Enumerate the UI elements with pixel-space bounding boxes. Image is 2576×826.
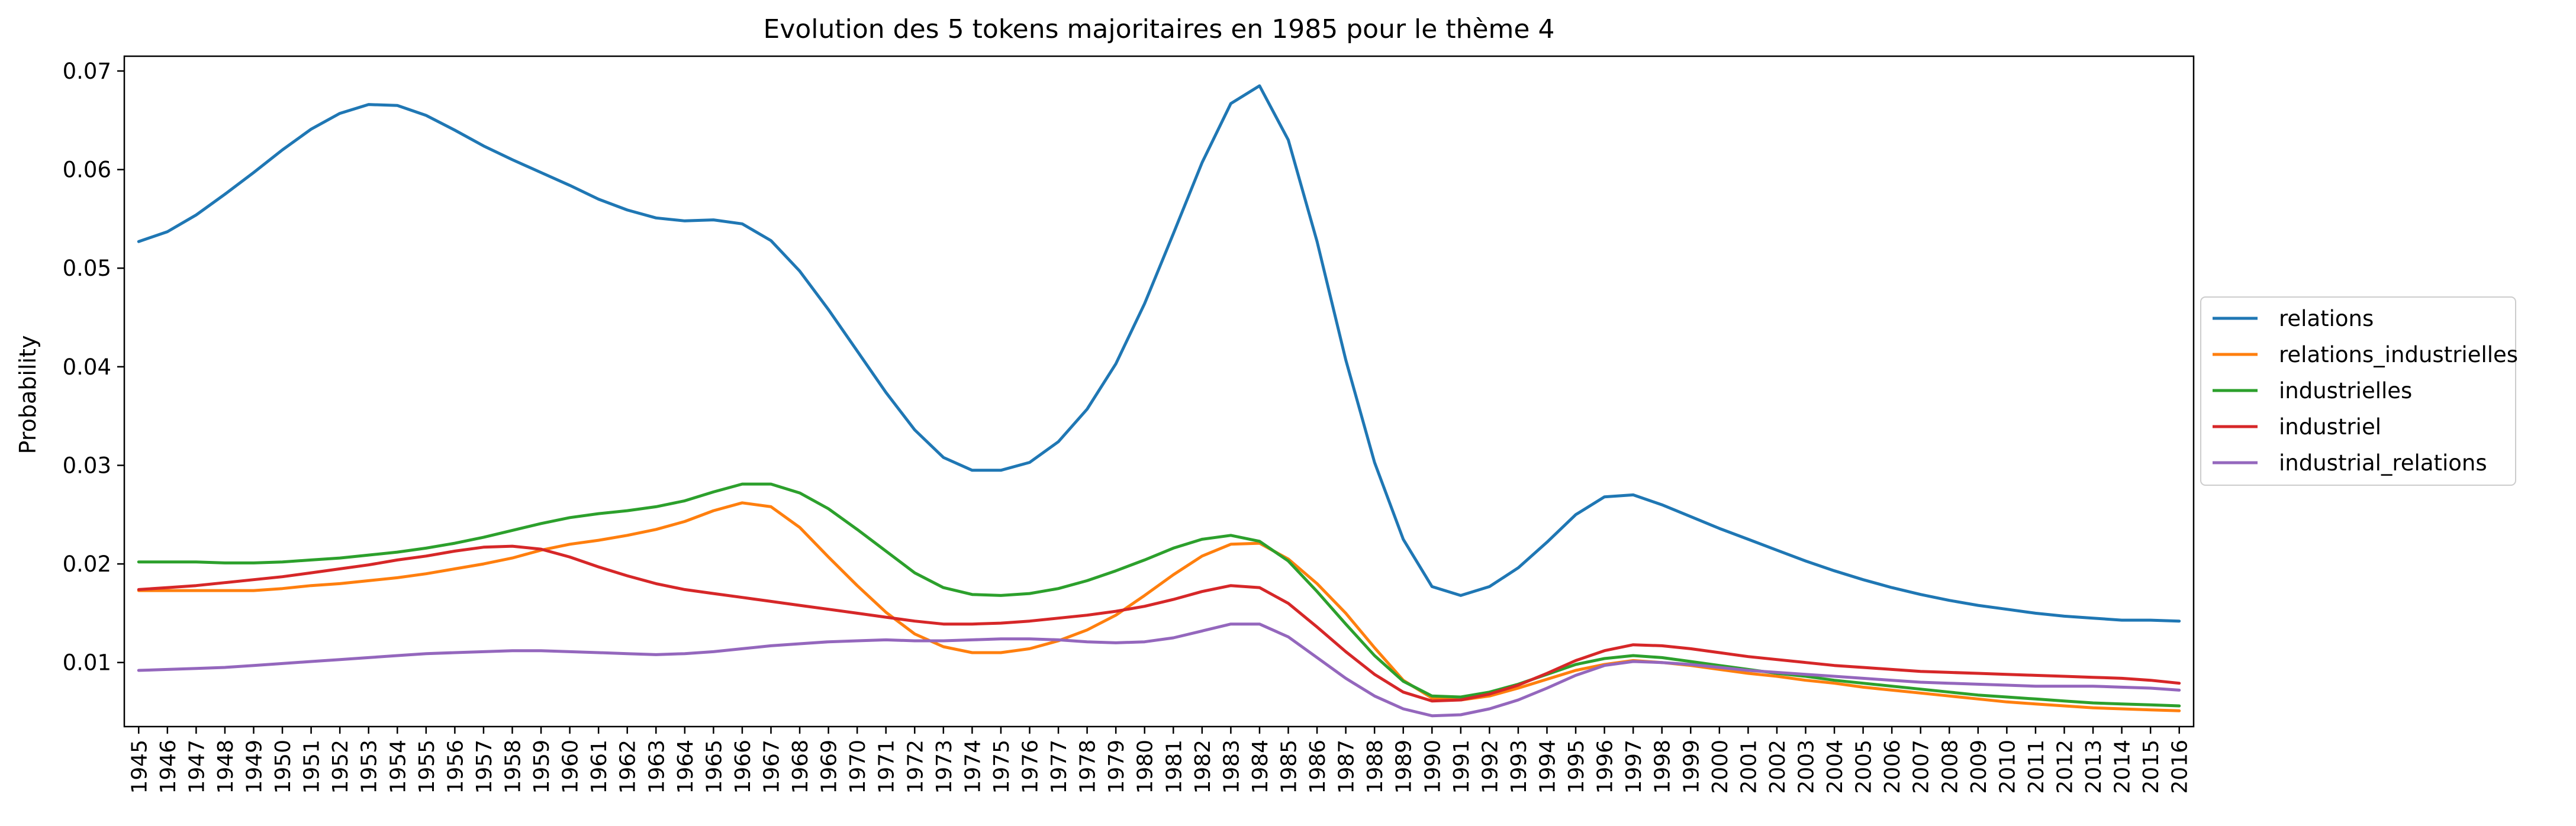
legend-label-industrielles: industrielles xyxy=(2279,378,2412,404)
x-tick-label: 2003 xyxy=(1795,740,1819,794)
x-tick-label: 2013 xyxy=(2082,740,2106,794)
x-tick-label: 1999 xyxy=(1679,740,1704,794)
x-tick-label: 1965 xyxy=(702,740,726,794)
x-tick-label: 1973 xyxy=(932,740,957,794)
legend-label-industrial_relations: industrial_relations xyxy=(2279,450,2487,476)
x-tick-label: 1978 xyxy=(1076,740,1100,794)
x-tick-label: 2016 xyxy=(2168,740,2192,794)
x-tick-label: 1984 xyxy=(1248,740,1273,794)
series-line-relations xyxy=(137,84,2181,623)
x-tick-label: 1996 xyxy=(1593,740,1618,794)
x-tick-label: 1993 xyxy=(1507,740,1531,794)
x-tick-label: 2005 xyxy=(1852,740,1876,794)
x-tick-label: 1964 xyxy=(674,740,698,794)
x-tick-label: 1953 xyxy=(358,740,382,794)
x-tick-label: 1997 xyxy=(1622,740,1646,794)
x-tick-label: 2009 xyxy=(1967,740,1991,794)
y-tick-label: 0.02 xyxy=(63,551,111,577)
x-tick-label: 1959 xyxy=(530,740,554,794)
x-tick-label: 1952 xyxy=(329,740,353,794)
x-tick-label: 1994 xyxy=(1536,740,1560,794)
x-tick-label: 2014 xyxy=(2111,740,2135,794)
x-tick-label: 1974 xyxy=(961,740,985,794)
x-tick-label: 1998 xyxy=(1651,740,1675,794)
x-tick-label: 1981 xyxy=(1162,740,1186,794)
x-tick-label: 1976 xyxy=(1019,740,1043,794)
x-tick-label: 1979 xyxy=(1105,740,1129,794)
x-tick-label: 1955 xyxy=(415,740,439,794)
x-tick-label: 1954 xyxy=(386,740,410,794)
chart-title: Evolution des 5 tokens majoritaires en 1… xyxy=(764,14,1555,44)
series-line-industriel xyxy=(137,544,2181,703)
x-tick-label: 1987 xyxy=(1335,740,1359,794)
x-tick-label: 1980 xyxy=(1134,740,1158,794)
x-tick-label: 2012 xyxy=(2053,740,2078,794)
y-tick-label: 0.07 xyxy=(63,59,111,84)
y-tick-label: 0.03 xyxy=(63,453,111,478)
x-tick-label: 1982 xyxy=(1191,740,1215,794)
legend-label-relations: relations xyxy=(2279,306,2374,331)
legend-label-relations_industrielles: relations_industrielles xyxy=(2279,342,2518,367)
x-tick-label: 1989 xyxy=(1392,740,1416,794)
plot-area: 0.01 0.02 0.03 0.04 0.05 0.06 0.07 1945 1946 1947… xyxy=(63,55,2195,794)
x-tick-label: 1946 xyxy=(156,740,181,794)
x-tick-label: 2006 xyxy=(1881,740,1905,794)
x-tick-label: 1949 xyxy=(243,740,267,794)
x-tick-label: 1977 xyxy=(1047,740,1071,794)
x-tick-label: 2015 xyxy=(2139,740,2163,794)
x-tick-label: 1951 xyxy=(300,740,324,794)
x-tick-label: 1995 xyxy=(1564,740,1589,794)
x-tick-label: 1969 xyxy=(817,740,842,794)
x-tick-label: 1970 xyxy=(846,740,870,794)
x-tick-label: 1956 xyxy=(443,740,468,794)
x-tick-label: 1971 xyxy=(875,740,899,794)
x-tick-label: 1988 xyxy=(1363,740,1387,794)
plot-frame xyxy=(123,55,2195,728)
x-tick-label: 1948 xyxy=(214,740,238,794)
x-tick-label: 2004 xyxy=(1823,740,1847,794)
x-tick-label: 2008 xyxy=(1938,740,1962,794)
x-tick-label: 2007 xyxy=(1910,740,1934,794)
x-tick-label: 2002 xyxy=(1766,740,1790,794)
x-tick-label: 1957 xyxy=(472,740,497,794)
x-tick-label: 1958 xyxy=(501,740,526,794)
series-line-relations_industrielles xyxy=(137,501,2181,712)
series-line-industrial_relations xyxy=(137,622,2181,718)
x-tick-label: 1967 xyxy=(760,740,784,794)
y-tick-label: 0.01 xyxy=(63,650,111,676)
x-tick-label: 1975 xyxy=(990,740,1014,794)
x-tick-label: 2011 xyxy=(2024,740,2049,794)
x-tick-label: 2001 xyxy=(1737,740,1761,794)
legend-label-industriel: industriel xyxy=(2279,414,2381,440)
x-tick-label: 1972 xyxy=(903,740,928,794)
x-tick-label: 2000 xyxy=(1708,740,1733,794)
x-tick-label: 1990 xyxy=(1421,740,1445,794)
x-tick-label: 2010 xyxy=(1995,740,2020,794)
legend-box xyxy=(2200,296,2516,486)
x-tick-label: 1968 xyxy=(788,740,813,794)
y-tick-label: 0.06 xyxy=(63,157,111,183)
x-tick-label: 1961 xyxy=(587,740,611,794)
x-tick-label: 1986 xyxy=(1306,740,1330,794)
y-tick-label: 0.04 xyxy=(63,354,111,380)
y-axis-label: Probability xyxy=(15,335,41,454)
x-tick-label: 1966 xyxy=(731,740,755,794)
x-tick-label: 1960 xyxy=(559,740,583,794)
x-tick-label: 1983 xyxy=(1219,740,1244,794)
legend: relations relations_industrielles industri… xyxy=(2200,296,2518,486)
x-tick-label: 1991 xyxy=(1450,740,1474,794)
x-tick-label: 1985 xyxy=(1277,740,1302,794)
x-tick-label: 1962 xyxy=(616,740,640,794)
x-tick-label: 1963 xyxy=(645,740,669,794)
series-line-industrielles xyxy=(137,482,2181,708)
y-tick-label: 0.05 xyxy=(63,256,111,281)
x-tick-label: 1945 xyxy=(127,740,152,794)
x-tick-label: 1950 xyxy=(271,740,295,794)
x-tick-label: 1947 xyxy=(185,740,209,794)
x-tick-label: 1992 xyxy=(1478,740,1502,794)
